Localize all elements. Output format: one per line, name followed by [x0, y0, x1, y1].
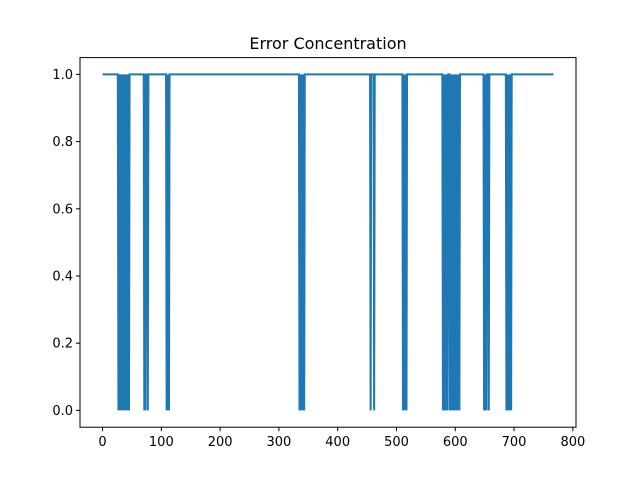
series-line — [102, 73, 554, 411]
y-tick-label: 0.6 — [52, 202, 73, 217]
y-tick-label: 0.2 — [52, 337, 73, 352]
series-layer — [102, 73, 554, 411]
x-tick-label: 500 — [384, 435, 409, 450]
plot-area-frame — [79, 57, 577, 428]
x-axis: 0 100 200 300 400 500 600 700 800 — [98, 427, 585, 450]
x-tick-label: 400 — [325, 435, 350, 450]
x-tick-label: 800 — [560, 435, 585, 450]
x-tick-label: 200 — [208, 435, 233, 450]
x-tick-label: 0 — [98, 435, 106, 450]
y-tick-label: 0.4 — [52, 270, 73, 285]
x-tick-label: 100 — [149, 435, 174, 450]
y-tick-label: 1.0 — [52, 68, 73, 83]
y-axis: 0.0 0.2 0.4 0.6 0.8 1.0 — [52, 68, 80, 419]
y-tick-label: 0.8 — [52, 135, 73, 150]
x-tick-label: 300 — [266, 435, 291, 450]
chart-title: Error Concentration — [249, 34, 406, 53]
x-tick-label: 700 — [502, 435, 527, 450]
x-tick-label: 600 — [443, 435, 468, 450]
y-tick-label: 0.0 — [52, 404, 73, 419]
